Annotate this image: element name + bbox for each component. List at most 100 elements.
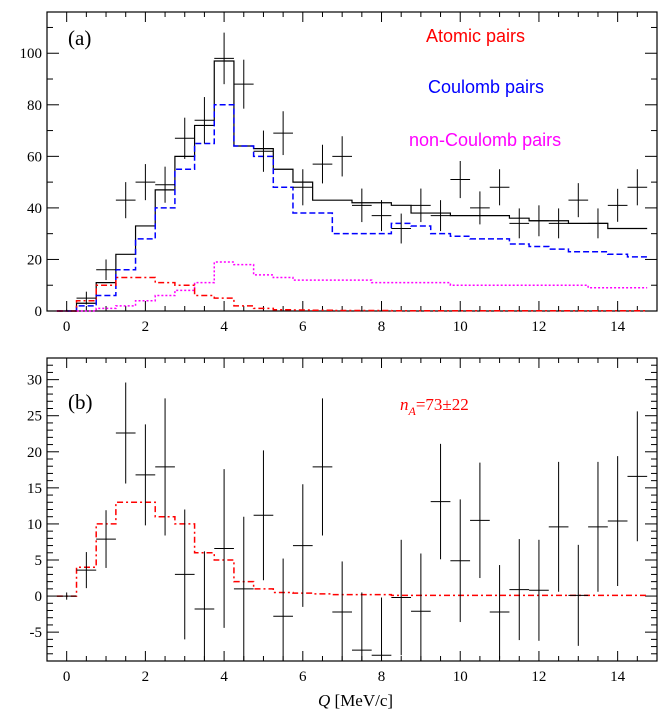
a-data-point: [529, 205, 549, 237]
a-data-point: [253, 130, 274, 172]
a-data-point: [155, 166, 175, 203]
a-y-tick-label: 40: [27, 201, 42, 217]
a-data-point: [489, 169, 510, 206]
panel-b-data-points: [56, 382, 648, 661]
a-data-point: [568, 183, 589, 218]
b-x-tick-label: 8: [378, 669, 386, 685]
a-y-tick-label: 80: [27, 98, 42, 114]
a-y-tick-label: 60: [27, 149, 42, 165]
b-data-point: [273, 558, 293, 661]
a-data-point: [411, 188, 431, 223]
a-x-tick-label: 12: [531, 319, 546, 335]
b-x-tick-label: 10: [453, 669, 468, 685]
a-curve-non-coulomb-pairs: [56, 261, 648, 312]
a-data-point: [292, 169, 313, 206]
a-data-point: [509, 208, 530, 239]
a-data-point: [627, 169, 648, 206]
b-x-tick-label: 6: [299, 669, 307, 685]
b-data-point: [568, 544, 589, 646]
a-y-tick-label: 20: [27, 252, 42, 268]
b-data-point: [489, 565, 510, 659]
a-data-point: [233, 59, 254, 109]
a-data-point: [391, 213, 412, 244]
b-x-tick-label: 12: [531, 669, 546, 685]
a-data-point: [214, 32, 234, 85]
b-data-point: [56, 592, 77, 600]
b-data-point: [529, 539, 549, 641]
a-x-tick-label: 2: [142, 319, 150, 335]
na-symbol: n: [400, 395, 409, 414]
b-curve-atomic-pairs: [56, 501, 648, 597]
b-data-point: [332, 561, 352, 661]
b-data-point: [411, 553, 431, 661]
a-data-point: [450, 160, 471, 199]
x-axis-symbol: Q: [318, 691, 330, 710]
b-y-tick-label: 25: [27, 409, 42, 425]
b-y-tick-label: 20: [27, 445, 42, 461]
b-data-point: [174, 509, 195, 640]
na-annotation: nA=73±22: [400, 395, 469, 418]
na-value: =73±22: [416, 395, 469, 414]
a-data-point: [273, 111, 293, 156]
b-y-tick-label: -5: [30, 625, 43, 641]
b-x-tick-label: 0: [63, 669, 71, 685]
a-x-tick-label: 4: [220, 319, 228, 335]
a-data-point: [430, 200, 451, 232]
legend-non-coulomb: non-Coulomb pairs: [409, 130, 561, 150]
b-y-tick-label: 0: [35, 589, 43, 605]
b-data-point: [607, 456, 628, 586]
b-x-tick-label: 2: [142, 669, 150, 685]
a-data-point: [352, 188, 372, 223]
a-data-point: [115, 182, 136, 219]
b-data-point: [233, 516, 254, 661]
a-data-point: [174, 117, 195, 159]
panel-a: 0 2 4 6 8 10 12 14 20 40 60 80 100 0 (a) Atomic pairs…: [20, 11, 658, 335]
b-data-point: [253, 450, 274, 581]
b-data-point: [155, 398, 175, 536]
a-data-point: [76, 291, 97, 305]
a-y-tick-label: 100: [20, 46, 43, 62]
panel-a-data-points: [56, 32, 648, 312]
b-data-point: [391, 539, 412, 656]
b-data-point: [214, 469, 234, 628]
panel-a-label: (a): [68, 26, 91, 50]
b-data-point: [450, 499, 471, 623]
b-y-tick-label: 5: [35, 553, 43, 569]
b-y-tick-label: 30: [27, 373, 42, 389]
b-data-point: [76, 552, 97, 589]
b-data-point: [115, 382, 136, 484]
b-data-point: [430, 443, 451, 560]
a-data-point: [470, 191, 490, 225]
a-curve-coulomb-pairs: [56, 104, 648, 312]
b-y-tick-label: 10: [27, 517, 42, 533]
panel-b-label: (b): [68, 390, 93, 414]
x-axis-unit: [MeV/c]: [330, 691, 393, 710]
b-data-point: [352, 592, 372, 661]
b-data-point: [371, 597, 392, 661]
b-data-point: [470, 462, 490, 579]
panel-a-frame: [46, 11, 658, 312]
a-curve-total-fit: [56, 60, 648, 312]
panel-b: 0 2 4 6 8 10 12 14 -5 0 5 10 15 20 25 30 (b) nA=73±22: [27, 357, 658, 685]
a-data-point: [371, 200, 392, 232]
legend-coulomb: Coulomb pairs: [428, 77, 544, 97]
a-x-tick-label: 10: [453, 319, 468, 335]
b-data-point: [312, 398, 333, 536]
a-y-tick-label-zero: 0: [35, 304, 43, 320]
a-data-point: [135, 164, 156, 201]
b-data-point: [509, 539, 530, 641]
b-data-point: [96, 510, 116, 568]
b-data-point: [627, 411, 648, 542]
b-data-point: [292, 484, 313, 607]
a-data-point: [588, 208, 608, 239]
b-data-point: [548, 461, 569, 592]
a-x-tick-label: 6: [299, 319, 307, 335]
a-data-point: [548, 208, 569, 239]
a-data-point: [312, 144, 333, 184]
a-x-tick-label: 0: [63, 319, 71, 335]
panel-a-ticks: 0 2 4 6 8 10 12 14 20 40 60 80 100 0: [20, 12, 658, 335]
a-data-point: [96, 259, 116, 281]
a-data-point: [194, 97, 215, 144]
legend-atomic: Atomic pairs: [426, 26, 525, 46]
b-data-point: [588, 461, 608, 592]
